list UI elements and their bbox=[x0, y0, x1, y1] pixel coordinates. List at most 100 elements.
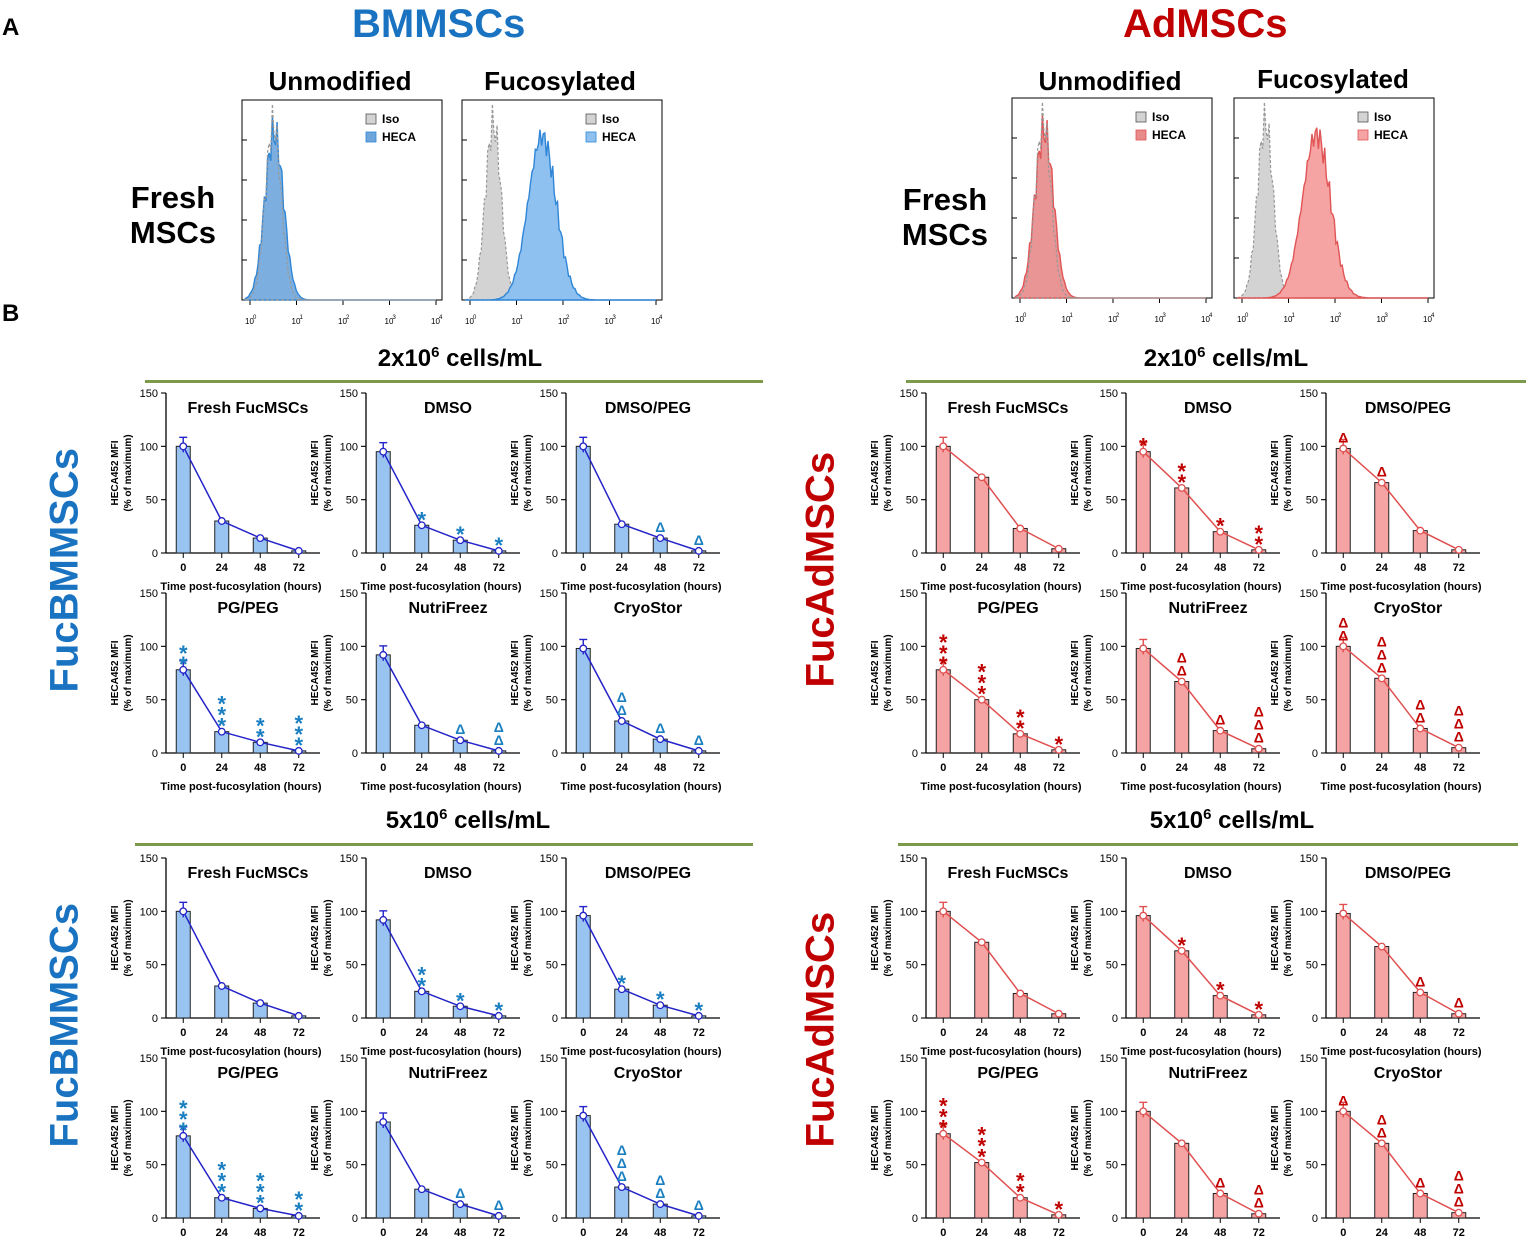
significance-star: * bbox=[217, 714, 226, 739]
series-line bbox=[182, 1135, 299, 1217]
bar bbox=[575, 647, 591, 754]
y-tick-label: 150 bbox=[140, 588, 158, 600]
significance-delta: Δ bbox=[617, 702, 627, 718]
x-tick-label: 72 bbox=[1253, 1227, 1265, 1239]
x-tick-label: 0 bbox=[1140, 1027, 1146, 1039]
x-tick-label: 10 bbox=[1330, 315, 1339, 324]
data-point bbox=[1177, 1139, 1186, 1148]
y-tick-label: 50 bbox=[906, 960, 918, 972]
bar bbox=[1335, 912, 1351, 1019]
x-tick-label: 72 bbox=[1053, 1027, 1065, 1039]
y-tick-label: 150 bbox=[900, 388, 918, 400]
significance-star: * bbox=[977, 1123, 986, 1148]
x-tick-exp: 3 bbox=[1385, 313, 1389, 319]
ad-unmodified-label: Unmodified bbox=[1038, 66, 1182, 96]
data-point bbox=[1177, 946, 1186, 955]
divider-ad-low bbox=[906, 380, 1526, 383]
data-point bbox=[294, 746, 303, 755]
y-axis-label: HECA452 MFI bbox=[1270, 440, 1281, 505]
x-tick-label: 0 bbox=[580, 562, 586, 574]
data-point bbox=[179, 665, 188, 674]
y-tick-label: 150 bbox=[1100, 588, 1118, 600]
y-axis-label: HECA452 MFI bbox=[310, 905, 321, 970]
data-point bbox=[617, 1183, 626, 1192]
x-tick-label: 72 bbox=[293, 1227, 305, 1239]
y-axis-label-units: (% of maximum) bbox=[123, 899, 134, 976]
x-tick-label: 0 bbox=[940, 1027, 946, 1039]
y-axis-label: HECA452 MFI bbox=[110, 905, 121, 970]
data-point bbox=[694, 1211, 703, 1220]
x-tick-label: 48 bbox=[1214, 762, 1226, 774]
y-tick-label: 150 bbox=[540, 388, 558, 400]
y-tick-label: 150 bbox=[900, 588, 918, 600]
series-line bbox=[1342, 912, 1460, 1015]
series-line bbox=[182, 910, 299, 1017]
data-point bbox=[1416, 526, 1425, 535]
significance-star: * bbox=[977, 660, 986, 685]
x-tick-label: 48 bbox=[1414, 562, 1426, 574]
y-axis-label-units: (% of maximum) bbox=[1283, 434, 1294, 511]
ad-fresh-msc-label: Fresh MSCs bbox=[890, 182, 1000, 252]
bar bbox=[175, 669, 191, 754]
series-line bbox=[582, 446, 699, 552]
x-tick-label: 72 bbox=[1253, 562, 1265, 574]
conc-label-ad-high: 5x106 cells/mL bbox=[1082, 806, 1382, 835]
data-point bbox=[1377, 1139, 1386, 1148]
bar bbox=[1335, 645, 1351, 754]
data-point bbox=[1054, 1210, 1063, 1219]
significance-delta: Δ bbox=[455, 1185, 465, 1201]
y-axis-label: HECA452 MFI bbox=[1070, 640, 1081, 705]
significance-star: * bbox=[977, 1145, 986, 1170]
x-tick-label: 24 bbox=[1176, 762, 1189, 774]
data-point bbox=[494, 746, 503, 755]
y-tick-label: 150 bbox=[340, 853, 358, 865]
conc-exp: 6 bbox=[439, 806, 448, 823]
x-tick-label: 0 bbox=[180, 562, 186, 574]
data-point bbox=[1054, 1009, 1063, 1018]
y-axis-label: HECA452 MFI bbox=[110, 1105, 121, 1170]
x-tick-label: 0 bbox=[580, 1227, 586, 1239]
y-tick-label: 50 bbox=[1106, 495, 1118, 507]
significance-delta: Δ bbox=[655, 720, 665, 736]
y-tick-label: 150 bbox=[900, 853, 918, 865]
data-point bbox=[656, 534, 665, 543]
x-tick-label: 10 bbox=[292, 317, 301, 326]
x-tick-label: 24 bbox=[416, 1227, 429, 1239]
x-tick-label: 10 bbox=[605, 317, 614, 326]
y-axis-label-units: (% of maximum) bbox=[523, 1099, 534, 1176]
x-tick-label: 48 bbox=[1414, 1027, 1426, 1039]
y-tick-label: 150 bbox=[1100, 388, 1118, 400]
y-axis-label: HECA452 MFI bbox=[510, 440, 521, 505]
y-tick-label: 150 bbox=[140, 853, 158, 865]
series-line bbox=[1142, 915, 1260, 1016]
iso-histogram bbox=[244, 103, 436, 301]
y-tick-label: 50 bbox=[1306, 960, 1318, 972]
y-axis-label: HECA452 MFI bbox=[1270, 640, 1281, 705]
y-tick-label: 150 bbox=[140, 388, 158, 400]
x-tick-label: 0 bbox=[380, 562, 386, 574]
series-line bbox=[942, 669, 1060, 751]
iso-histogram bbox=[1014, 101, 1206, 299]
y-tick-label: 0 bbox=[1112, 548, 1118, 560]
x-tick-label: 72 bbox=[493, 562, 505, 574]
bar bbox=[974, 1162, 990, 1219]
x-tick-label: 24 bbox=[216, 1227, 229, 1239]
conc-base: 2x10 bbox=[377, 345, 432, 372]
significance-delta: Δ bbox=[1454, 1168, 1464, 1184]
y-axis-label-units: (% of maximum) bbox=[123, 1099, 134, 1176]
y-tick-label: 0 bbox=[552, 748, 558, 760]
y-axis-label-units: (% of maximum) bbox=[323, 434, 334, 511]
x-tick-exp: 0 bbox=[253, 315, 257, 321]
data-point bbox=[694, 746, 703, 755]
data-point bbox=[579, 644, 588, 653]
y-axis-label-units: (% of maximum) bbox=[1083, 1099, 1094, 1176]
x-tick-label: 10 bbox=[1015, 315, 1024, 324]
conc-exp: 6 bbox=[1203, 806, 1212, 823]
significance-delta: Δ bbox=[655, 519, 665, 535]
